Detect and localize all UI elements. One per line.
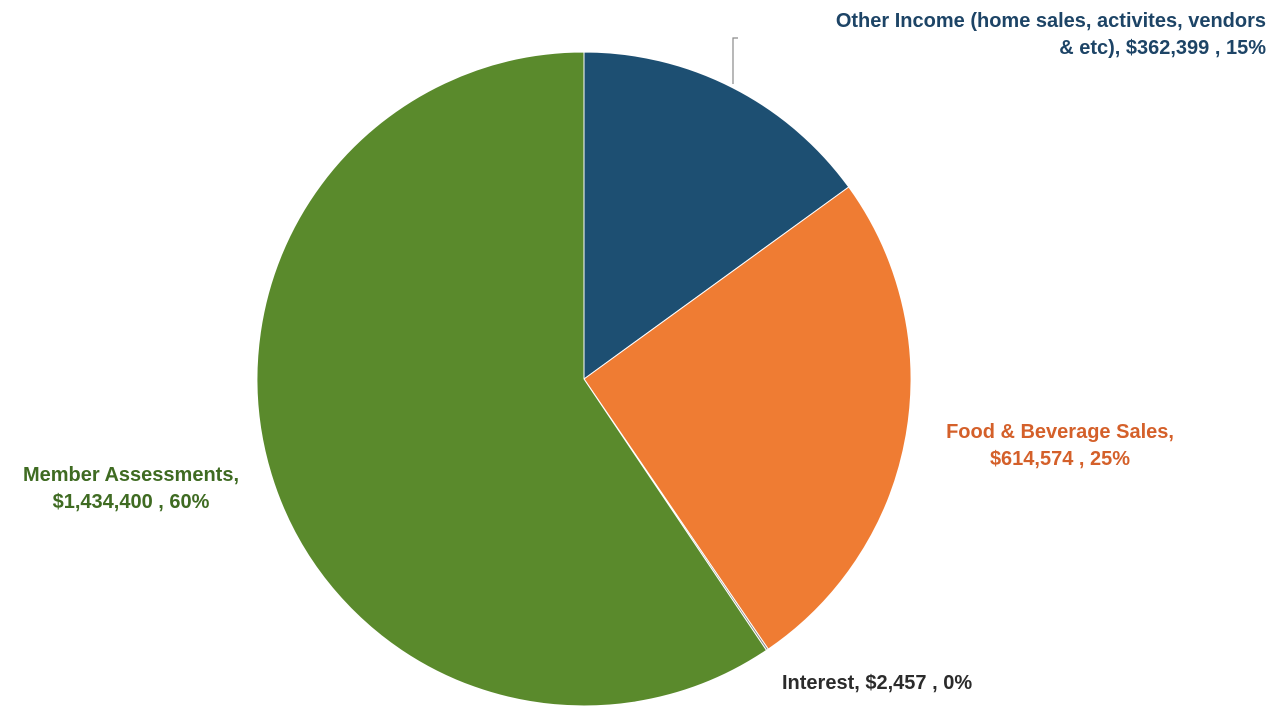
data-label-food-beverage-sales: Food & Beverage Sales, $614,574 , 25% bbox=[910, 419, 1210, 473]
pie-slice-member-assessments bbox=[256, 51, 768, 707]
data-label-line: $614,574 , 25% bbox=[989, 448, 1131, 470]
data-label-line: & etc), $362,399 , 15% bbox=[1059, 37, 1266, 59]
data-label-member-assessments: Member Assessments, $1,434,400 , 60% bbox=[0, 462, 262, 516]
pie-slice-food-beverage-sales bbox=[583, 186, 912, 650]
pie-slice-other-income-home-sales-activites-vendors-etc bbox=[583, 51, 850, 380]
data-label-interest: Interest, $2,457 , 0% bbox=[782, 670, 1082, 697]
data-label-line: Interest, $2,457 , 0% bbox=[782, 672, 973, 694]
leader-lines bbox=[732, 37, 738, 84]
pie-slices bbox=[256, 51, 912, 707]
data-label-other-income-home-sales-activites-vendors-etc: Other Income (home sales, activites, ven… bbox=[740, 8, 1266, 62]
data-label-line: Other Income (home sales, activites, ven… bbox=[835, 10, 1266, 32]
data-label-line: $1,434,400 , 60% bbox=[52, 491, 210, 513]
data-label-line: Member Assessments, bbox=[22, 464, 240, 486]
leader-line-other-income-home-sales-activites-vendors-etc bbox=[732, 37, 738, 84]
data-label-line: Food & Beverage Sales, bbox=[946, 421, 1174, 443]
